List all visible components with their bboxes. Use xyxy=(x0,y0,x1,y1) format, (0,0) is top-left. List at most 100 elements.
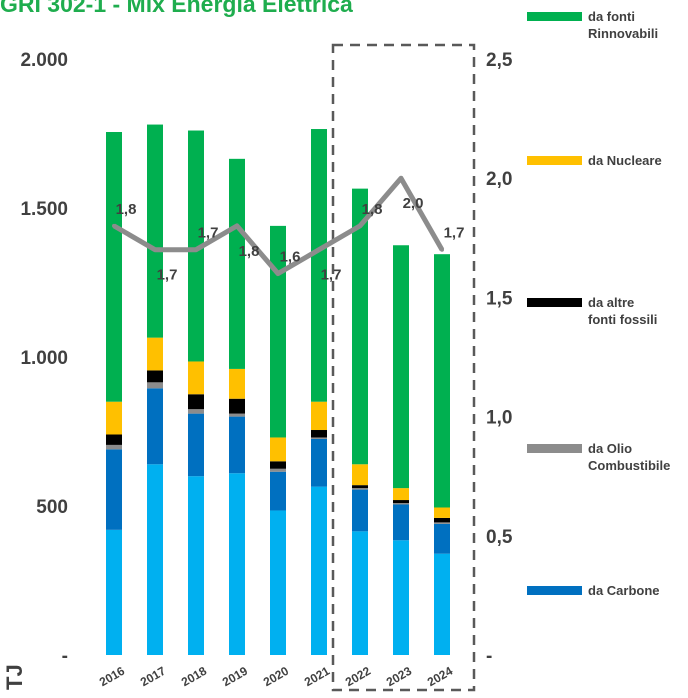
legend-label-cont: fonti fossili xyxy=(588,312,657,327)
bar-segment-2018-5 xyxy=(188,130,204,362)
bar-segment-2020-0 xyxy=(270,510,286,655)
line-data-label: 1,7 xyxy=(157,267,178,284)
bar-segment-2017-3 xyxy=(147,370,163,383)
y-tick-label: 500 xyxy=(36,497,68,518)
line-point xyxy=(235,223,239,228)
x-tick-label: 2020 xyxy=(261,664,291,690)
x-tick-label: 2017 xyxy=(138,664,168,690)
legend-swatch xyxy=(527,298,582,307)
bar-segment-2017-0 xyxy=(147,464,163,655)
bar-segment-2023-4 xyxy=(393,488,409,501)
x-tick-label: 2024 xyxy=(425,664,455,690)
line-data-label: 1,8 xyxy=(239,243,260,260)
bar-segment-2024-1 xyxy=(434,523,450,554)
bar-segment-2020-2 xyxy=(270,468,286,472)
bar-segment-2022-3 xyxy=(352,485,368,489)
bar-segment-2017-1 xyxy=(147,388,163,465)
line-data-label: 2,0 xyxy=(403,195,424,212)
bar-segment-2016-5 xyxy=(106,132,122,402)
y-tick-label: 1.500 xyxy=(20,199,68,220)
y-tick-label: - xyxy=(62,646,68,667)
bar-segment-2023-3 xyxy=(393,500,409,504)
bar-segment-2020-5 xyxy=(270,225,286,438)
bar-segment-2022-5 xyxy=(352,188,368,465)
bar-segment-2023-0 xyxy=(393,540,409,655)
y-tick-label: 2.000 xyxy=(20,50,68,71)
bar-segment-2017-5 xyxy=(147,124,163,338)
legend-label: da altre xyxy=(588,295,634,310)
bar-segment-2024-3 xyxy=(434,517,450,523)
legend-label: da Olio xyxy=(588,441,632,456)
bar-segment-2019-0 xyxy=(229,473,245,655)
legend-swatch xyxy=(527,12,582,21)
bar-segment-2023-2 xyxy=(393,503,409,505)
line-data-label: 1,7 xyxy=(321,267,342,284)
bar-segment-2024-5 xyxy=(434,254,450,508)
y2-tick-label: 2,5 xyxy=(486,50,513,71)
bar-segment-2019-4 xyxy=(229,368,245,399)
bar-segment-2024-2 xyxy=(434,522,450,524)
bar-segment-2019-2 xyxy=(229,413,245,417)
bar-segment-2020-3 xyxy=(270,461,286,469)
bar-segment-2018-3 xyxy=(188,394,204,410)
bar-segment-2024-0 xyxy=(434,553,450,655)
y-axis-unit: TJ xyxy=(2,664,27,690)
line-point xyxy=(440,247,444,252)
line-data-label: 1,7 xyxy=(198,225,219,242)
line-data-label: 1,8 xyxy=(362,201,383,218)
bar-segment-2016-1 xyxy=(106,449,122,530)
line-data-label: 1,8 xyxy=(116,201,137,218)
bar-segment-2019-1 xyxy=(229,416,245,474)
line-point xyxy=(112,223,116,228)
x-tick-label: 2023 xyxy=(384,664,414,690)
x-tick-label: 2021 xyxy=(302,664,332,690)
y2-tick-label: 1,5 xyxy=(486,288,513,309)
bar-segment-2018-2 xyxy=(188,409,204,414)
bar-segment-2016-3 xyxy=(106,434,122,445)
legend-label: da Nucleare xyxy=(588,153,662,168)
bar-segment-2021-5 xyxy=(311,129,327,402)
bar-segment-2023-1 xyxy=(393,504,409,541)
y2-tick-label: - xyxy=(486,646,492,667)
x-tick-label: 2019 xyxy=(220,664,250,690)
bar-segment-2022-0 xyxy=(352,531,368,655)
bar-segment-2024-4 xyxy=(434,507,450,518)
bar-segment-2023-5 xyxy=(393,245,409,489)
x-tick-label: 2018 xyxy=(179,664,209,690)
bar-segment-2020-4 xyxy=(270,437,286,462)
y-tick-label: 1.000 xyxy=(20,348,68,369)
bar-segment-2021-4 xyxy=(311,401,327,431)
legend-label: da Carbone xyxy=(588,583,660,598)
bar-segment-2022-1 xyxy=(352,489,368,532)
y2-tick-label: 2,0 xyxy=(486,169,512,190)
bar-segment-2016-4 xyxy=(106,401,122,435)
y2-tick-label: 0,5 xyxy=(486,527,513,548)
legend-swatch xyxy=(527,586,582,595)
line-point xyxy=(276,271,280,276)
bar-segment-2020-1 xyxy=(270,471,286,511)
bar-segment-2017-2 xyxy=(147,382,163,389)
line-point xyxy=(317,247,321,252)
bar-segment-2018-4 xyxy=(188,361,204,395)
bar-segment-2019-3 xyxy=(229,398,245,414)
bar-segment-2021-2 xyxy=(311,437,327,439)
x-tick-label: 2016 xyxy=(97,664,127,690)
legend-label: da fonti xyxy=(588,9,635,24)
legend-swatch xyxy=(527,444,582,453)
legend-label-cont: Rinnovabili xyxy=(588,26,658,41)
bar-segment-2016-0 xyxy=(106,529,122,655)
x-tick-label: 2022 xyxy=(343,664,373,690)
line-data-label: 1,6 xyxy=(280,249,301,266)
y2-tick-label: 1,0 xyxy=(486,408,512,429)
bar-segment-2019-5 xyxy=(229,158,245,369)
bar-segment-2022-2 xyxy=(352,488,368,490)
bar-segment-2017-4 xyxy=(147,337,163,371)
bar-segment-2021-0 xyxy=(311,486,327,655)
bar-segment-2021-1 xyxy=(311,438,327,487)
line-data-label: 1,7 xyxy=(444,225,465,242)
bar-segment-2022-4 xyxy=(352,464,368,486)
bar-segment-2018-1 xyxy=(188,413,204,477)
line-point xyxy=(194,247,198,252)
bar-segment-2018-0 xyxy=(188,476,204,655)
